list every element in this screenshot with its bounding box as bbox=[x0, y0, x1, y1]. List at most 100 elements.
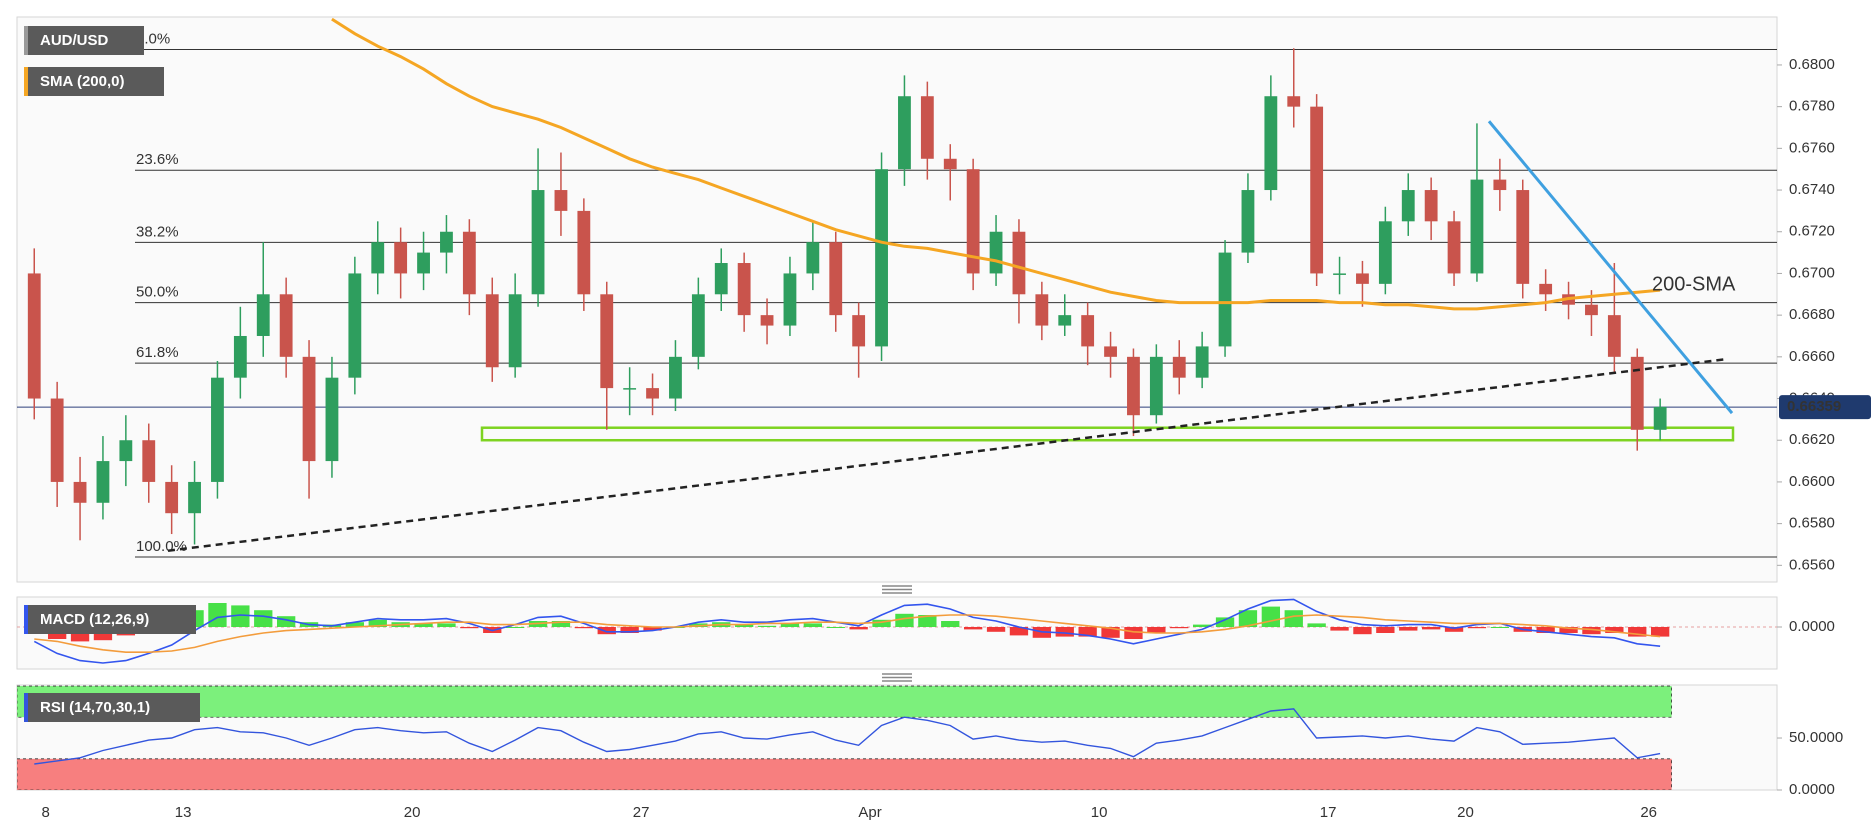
candle-body bbox=[50, 398, 64, 482]
y-tick-label: 0.6760 bbox=[1789, 139, 1835, 156]
y-tick-label: 0.6680 bbox=[1789, 306, 1835, 323]
candle-body bbox=[966, 169, 980, 274]
candle-body bbox=[371, 242, 385, 274]
candle-body bbox=[829, 242, 843, 316]
x-tick-label: 8 bbox=[42, 804, 50, 821]
histogram-bar bbox=[941, 621, 960, 627]
y-tick-label: 0.6700 bbox=[1789, 264, 1835, 281]
candle-body bbox=[256, 294, 270, 336]
candle-body bbox=[806, 242, 820, 274]
line-series bbox=[34, 614, 1661, 653]
x-tick-label: 13 bbox=[175, 804, 192, 821]
histogram-bar bbox=[1650, 627, 1670, 637]
histogram-bar bbox=[1055, 627, 1074, 637]
price-badge bbox=[1779, 395, 1871, 420]
fib-label: 38.2% bbox=[136, 223, 179, 240]
candle-body bbox=[142, 440, 156, 482]
fib-label: 23.6% bbox=[136, 151, 179, 168]
histogram-bar bbox=[1147, 627, 1166, 633]
histogram-bar bbox=[1376, 627, 1395, 633]
candle-body bbox=[852, 315, 866, 347]
candle-body bbox=[1104, 346, 1117, 357]
panel-handle[interactable] bbox=[882, 673, 912, 682]
legend-box bbox=[24, 605, 196, 634]
candle-body bbox=[1195, 346, 1209, 378]
histogram-bar bbox=[1261, 606, 1281, 627]
histogram-bar bbox=[1238, 610, 1258, 627]
histogram-bar bbox=[460, 627, 479, 629]
candle-body bbox=[1333, 273, 1346, 275]
candle-body bbox=[646, 388, 659, 399]
legend-swatch bbox=[24, 67, 28, 96]
x-tick-label: 10 bbox=[1091, 804, 1108, 821]
fib-label: 0.0% bbox=[136, 30, 170, 47]
x-tick-label: 27 bbox=[633, 804, 650, 821]
y-tick-label: 0.0000 bbox=[1789, 781, 1835, 798]
histogram-bar bbox=[1559, 627, 1578, 633]
candle-body bbox=[485, 294, 499, 368]
x-tick-label: 20 bbox=[1457, 804, 1474, 821]
candle-body bbox=[1493, 179, 1507, 191]
candle-body bbox=[760, 315, 774, 326]
candle-body bbox=[1218, 252, 1232, 347]
candle-body bbox=[1356, 273, 1369, 284]
histogram-bar bbox=[1467, 627, 1487, 629]
support-zone bbox=[480, 426, 1735, 442]
candle-body bbox=[1585, 304, 1598, 316]
y-tick-label: 0.6780 bbox=[1789, 98, 1835, 115]
rsi-plot bbox=[17, 685, 1672, 790]
legend-swatch bbox=[24, 26, 28, 55]
histogram-bar bbox=[597, 627, 616, 635]
histogram-bar bbox=[1009, 627, 1029, 636]
candle-body bbox=[325, 377, 339, 462]
candle-body bbox=[737, 263, 751, 316]
y-tick-label: 0.6740 bbox=[1789, 181, 1835, 198]
histogram-bar bbox=[1536, 627, 1555, 633]
histogram-bar bbox=[208, 603, 227, 627]
histogram-bar bbox=[276, 616, 296, 627]
histogram-bar bbox=[1605, 627, 1624, 633]
annotation: 200-SMA bbox=[1652, 273, 1736, 295]
histogram-bar bbox=[437, 623, 456, 627]
histogram-bar bbox=[505, 627, 525, 628]
histogram-bar bbox=[1628, 627, 1647, 637]
main-plot: 0.0% 23.6% 38.2% 50.0% 61.8% 100.0% 200-SMA bbox=[17, 17, 1777, 558]
y-tick-label: 0.6620 bbox=[1789, 431, 1835, 448]
candle-body bbox=[165, 481, 179, 514]
histogram-bar bbox=[1215, 617, 1235, 627]
candle-body bbox=[1241, 190, 1255, 253]
candle-body bbox=[394, 242, 408, 274]
legend-swatch bbox=[24, 693, 28, 722]
histogram-bar bbox=[1101, 627, 1120, 638]
candle-body bbox=[714, 263, 728, 295]
candle-body bbox=[417, 252, 430, 274]
y-tick-label: 0.6660 bbox=[1789, 348, 1835, 365]
candle-body bbox=[1081, 315, 1095, 347]
candle-body bbox=[1012, 231, 1026, 295]
y-tick-label: 50.0000 bbox=[1789, 729, 1843, 746]
candle-body bbox=[233, 335, 247, 378]
legend-label: SMA (200,0) bbox=[40, 73, 124, 90]
y-tick-label: 0.0000 bbox=[1789, 618, 1835, 635]
candle-body bbox=[1127, 356, 1140, 416]
axes: 0.65600.65800.66000.66200.66400.66600.66… bbox=[42, 56, 1871, 821]
rsi-title: RSI (14,70,30,1) bbox=[40, 699, 150, 716]
candle-body bbox=[1653, 406, 1667, 430]
candle-body bbox=[1172, 356, 1186, 378]
panel-handle[interactable] bbox=[882, 585, 912, 594]
candle-body bbox=[623, 388, 637, 390]
candle-body bbox=[1378, 221, 1392, 284]
candle-body bbox=[600, 294, 614, 389]
candle-body bbox=[1447, 221, 1461, 274]
line-series bbox=[34, 708, 1661, 765]
histogram-bar bbox=[757, 625, 777, 627]
macd-title: MACD (12,26,9) bbox=[40, 611, 149, 628]
candle-body bbox=[691, 294, 705, 357]
candle-body bbox=[27, 273, 41, 399]
legend-swatch bbox=[24, 605, 28, 634]
histogram-bar bbox=[1353, 627, 1372, 635]
histogram-bar bbox=[1078, 627, 1097, 637]
candle-body bbox=[96, 461, 110, 503]
candle-body bbox=[531, 190, 545, 295]
candle-body bbox=[943, 158, 957, 170]
